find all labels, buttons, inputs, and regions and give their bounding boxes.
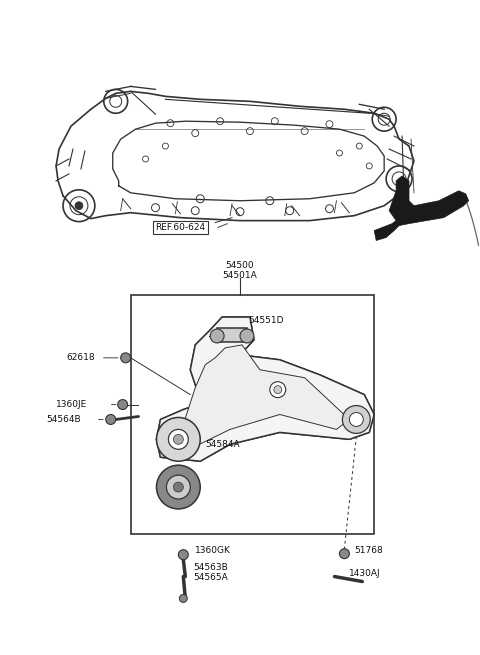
Text: 54551D: 54551D xyxy=(248,316,284,324)
Circle shape xyxy=(274,386,282,394)
Text: 1430AJ: 1430AJ xyxy=(349,569,381,578)
Circle shape xyxy=(167,475,190,499)
Polygon shape xyxy=(156,317,374,461)
Circle shape xyxy=(270,382,286,398)
Circle shape xyxy=(349,413,363,426)
Text: 54500
54501A: 54500 54501A xyxy=(223,261,257,280)
Circle shape xyxy=(240,329,254,343)
Circle shape xyxy=(118,400,128,409)
Text: 62618: 62618 xyxy=(66,353,95,362)
Bar xyxy=(131,295,374,534)
Text: 1360GK: 1360GK xyxy=(195,546,231,555)
Polygon shape xyxy=(374,176,468,240)
Circle shape xyxy=(339,549,349,559)
Text: 54563B
54565A: 54563B 54565A xyxy=(193,563,228,582)
Circle shape xyxy=(75,202,83,210)
Circle shape xyxy=(120,353,131,363)
Circle shape xyxy=(156,465,200,509)
Circle shape xyxy=(210,329,224,343)
Polygon shape xyxy=(183,345,349,447)
Circle shape xyxy=(168,430,188,449)
Circle shape xyxy=(179,550,188,559)
Circle shape xyxy=(106,415,116,424)
Text: 1360JE: 1360JE xyxy=(56,400,87,409)
Text: 54564B: 54564B xyxy=(46,415,81,424)
Bar xyxy=(217,328,247,342)
Circle shape xyxy=(342,405,370,434)
Circle shape xyxy=(156,417,200,461)
Circle shape xyxy=(173,434,183,444)
Circle shape xyxy=(173,482,183,492)
Text: 51768: 51768 xyxy=(354,546,383,555)
Text: 54584A: 54584A xyxy=(205,440,240,449)
Text: REF.60-624: REF.60-624 xyxy=(156,223,205,232)
Circle shape xyxy=(180,595,187,603)
